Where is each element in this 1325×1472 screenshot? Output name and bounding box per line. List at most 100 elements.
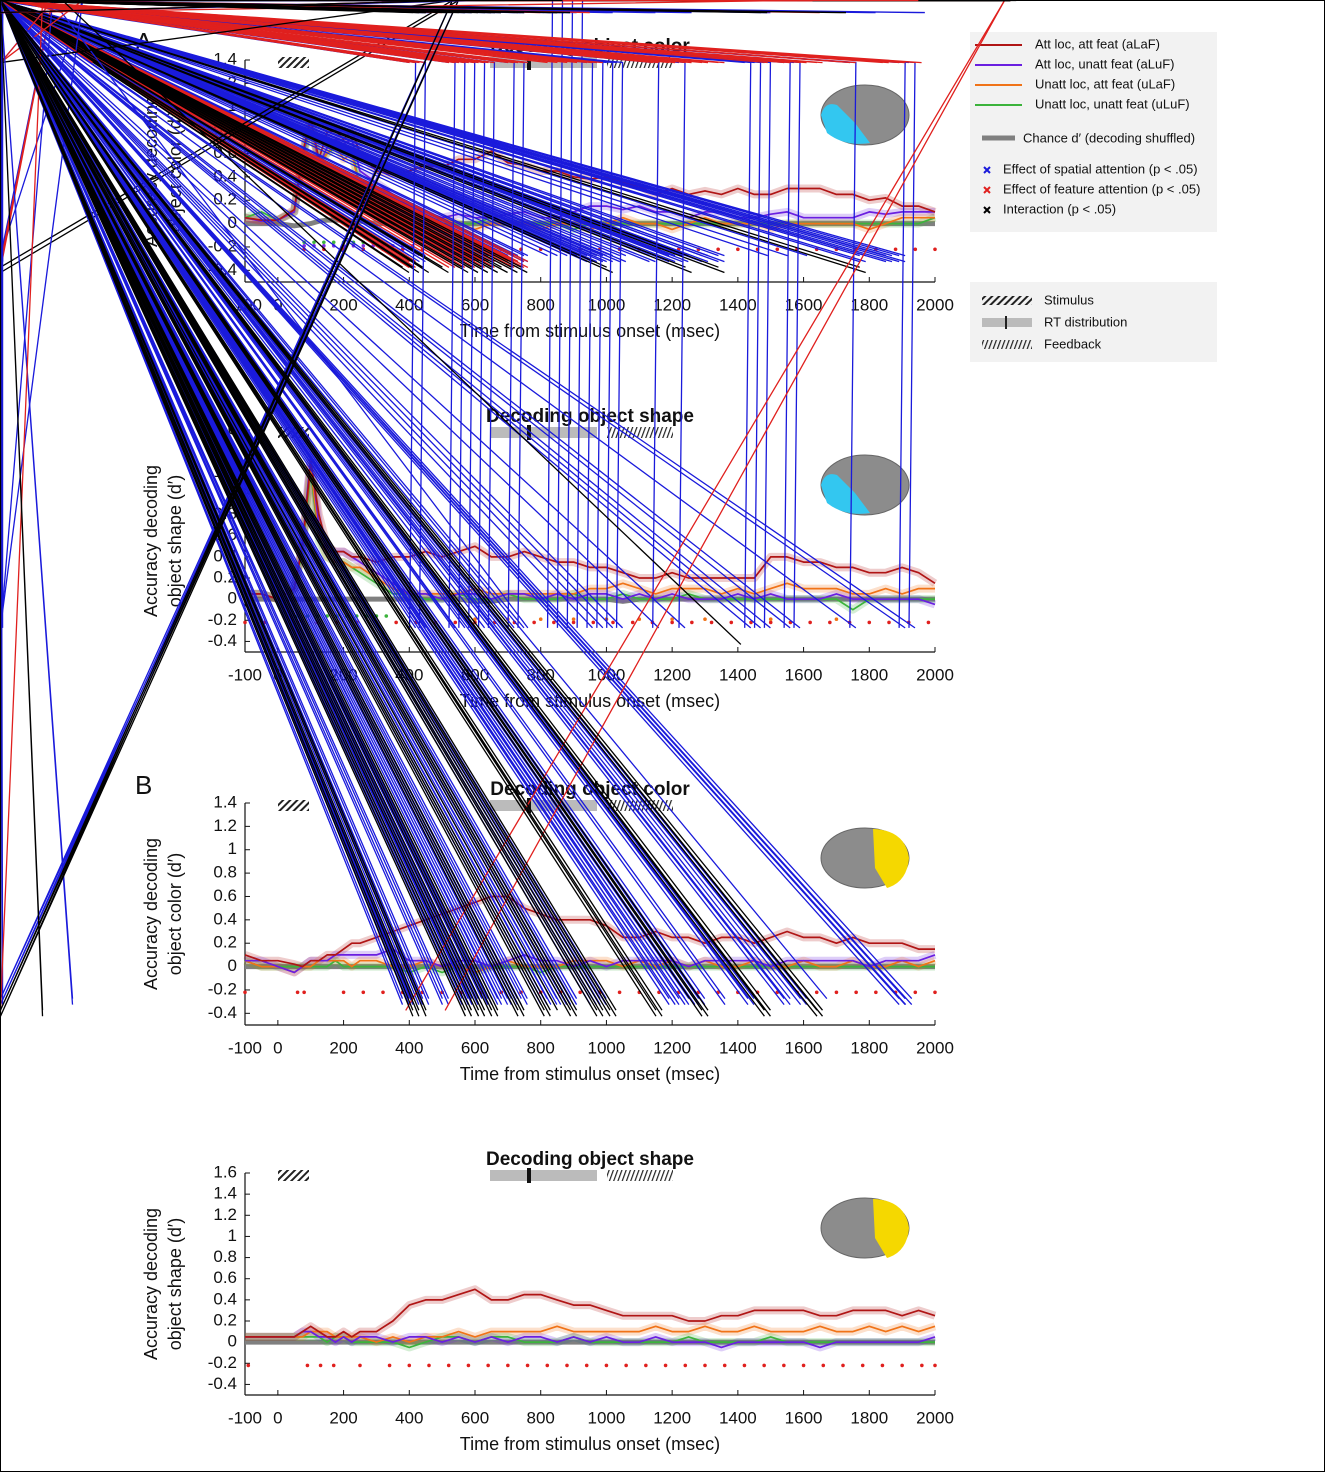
significance-dot — [618, 990, 622, 994]
x-tick-label: 0 — [273, 1408, 282, 1427]
x-tick-label: 1400 — [719, 295, 757, 314]
significance-x — [1, 1, 751, 628]
y-tick-label: 0 — [228, 1332, 237, 1351]
significance-dot — [539, 617, 543, 621]
legend-rt-median — [1005, 316, 1007, 329]
x-tick-label: 2000 — [916, 295, 954, 314]
legend-feedback-icon — [982, 340, 1032, 349]
y-tick-label: -0.4 — [208, 1003, 237, 1022]
x-tick-label: 2000 — [916, 665, 954, 684]
significance-dot — [545, 1364, 549, 1368]
significance-x — [1, 1, 916, 628]
significance-dot — [506, 1364, 510, 1368]
stimulus-indicator — [278, 1170, 309, 1181]
x-tick-label: 1800 — [850, 665, 888, 684]
significance-dot — [486, 1364, 490, 1368]
x-tick-label: -100 — [228, 665, 262, 684]
significance-dot — [388, 1364, 392, 1368]
significance-dot — [631, 621, 635, 625]
x-tick-label: 1200 — [653, 1408, 691, 1427]
significance-dot — [447, 1364, 451, 1368]
brain-icon — [821, 828, 909, 888]
significance-dot — [867, 621, 871, 625]
y-tick-label: 1.2 — [213, 1205, 237, 1224]
y-tick-label: -0.4 — [208, 631, 237, 650]
y-tick-label: 0.2 — [213, 933, 237, 952]
significance-dot — [243, 621, 247, 625]
significance-dot — [427, 1364, 431, 1368]
significance-dot — [913, 990, 917, 994]
significance-dot — [802, 1364, 806, 1368]
x-tick-label: 200 — [329, 1038, 357, 1057]
x-tick-label: 1400 — [719, 1408, 757, 1427]
significance-dot — [342, 990, 346, 994]
y-tick-label: 0.2 — [213, 1310, 237, 1329]
significance-dot — [769, 617, 773, 621]
significance-dot — [743, 1364, 747, 1368]
y-tick-label: 1.4 — [213, 792, 237, 811]
rt-distribution — [490, 1170, 597, 1181]
significance-dot — [723, 1364, 727, 1368]
significance-dot — [729, 621, 733, 625]
significance-dot — [322, 240, 326, 244]
significance-dot — [913, 247, 917, 251]
y-tick-label: 0.6 — [213, 886, 237, 905]
x-tick-label: 1000 — [588, 1408, 626, 1427]
significance-dot — [670, 621, 674, 625]
legend-label: Stimulus — [1044, 292, 1094, 307]
y-tick-label: 0.4 — [213, 909, 237, 928]
y-tick-label: 1.4 — [213, 1184, 237, 1203]
significance-dot — [319, 1364, 323, 1368]
y-axis-label: object color (d′) — [165, 853, 185, 975]
rt-median — [527, 1168, 531, 1183]
significance-dot — [881, 1364, 885, 1368]
x-tick-label: 200 — [329, 295, 357, 314]
significance-dot — [246, 1364, 250, 1368]
y-axis-label: object shape (d′) — [165, 1218, 185, 1350]
y-tick-label: -0.2 — [208, 610, 237, 629]
significance-dot — [611, 621, 615, 625]
y-axis-label: Accuracy decoding — [141, 1208, 161, 1360]
x-tick-label: 1600 — [785, 1038, 823, 1057]
significance-dot — [815, 990, 819, 994]
y-tick-label: 1 — [228, 839, 237, 858]
x-tick-label: -100 — [228, 1408, 262, 1427]
x-tick-label: 1200 — [653, 295, 691, 314]
significance-dot — [381, 990, 385, 994]
y-tick-label: -0.4 — [208, 1374, 237, 1393]
y-axis-label: Accuracy decoding — [141, 838, 161, 990]
y-tick-label: 0.6 — [213, 1268, 237, 1287]
legend-label: Effect of feature attention (p < .05) — [1003, 181, 1200, 196]
x-axis-label: Time from stimulus onset (msec) — [460, 1064, 720, 1084]
significance-dot — [624, 1364, 628, 1368]
x-tick-label: -100 — [228, 1038, 262, 1057]
significance-dot — [933, 990, 937, 994]
significance-dot — [769, 621, 773, 625]
x-tick-label: 600 — [461, 1408, 489, 1427]
legend-label: Chance d′ (decoding shuffled) — [1023, 130, 1195, 145]
x-tick-label: 1600 — [785, 1408, 823, 1427]
significance-dot — [808, 621, 812, 625]
x-tick-label: 800 — [527, 1038, 555, 1057]
significance-dot — [835, 617, 839, 621]
significance-dot — [302, 990, 306, 994]
significance-dot — [664, 1364, 668, 1368]
x-tick-label: 400 — [395, 1408, 423, 1427]
significance-dot — [841, 1364, 845, 1368]
significance-dot — [894, 247, 898, 251]
x-tick-label: 1600 — [785, 295, 823, 314]
significance-dot — [887, 621, 891, 625]
x-tick-label: 600 — [461, 1038, 489, 1057]
significance-dot — [835, 990, 839, 994]
y-tick-label: 1.2 — [213, 816, 237, 835]
significance-dot — [384, 614, 388, 618]
x-tick-label: 2000 — [916, 1408, 954, 1427]
significance-dot — [306, 1364, 310, 1368]
y-tick-label: 1 — [228, 1226, 237, 1245]
y-axis-label: Accuracy decoding — [141, 465, 161, 617]
legend-label: RT distribution — [1044, 314, 1127, 329]
y-tick-label: 0.8 — [213, 1247, 237, 1266]
x-axis-label: Time from stimulus onset (msec) — [460, 1434, 720, 1454]
panel-letter: B — [135, 770, 152, 800]
legend-label: Unatt loc, att feat (uLaF) — [1035, 76, 1175, 91]
